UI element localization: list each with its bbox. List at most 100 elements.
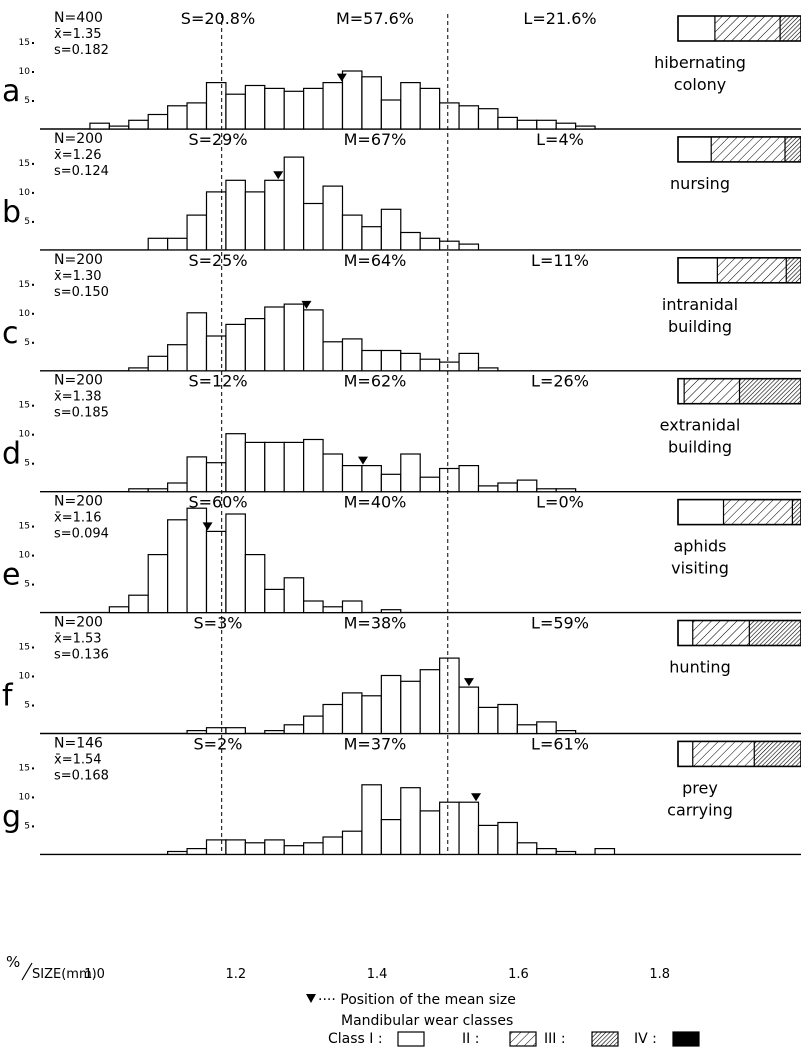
group-label: building <box>668 438 732 457</box>
sample-size: N=200 <box>54 494 103 510</box>
histogram-bar <box>264 839 285 856</box>
y-tick-label: 15 <box>19 401 30 411</box>
large-percent: L=11% <box>531 251 589 270</box>
histogram-bar <box>244 553 266 614</box>
histogram-bar <box>244 191 266 251</box>
wear-class-segment <box>792 499 801 525</box>
small-percent: S=20.8% <box>181 9 255 28</box>
histogram-bar <box>108 125 130 130</box>
histogram-bar <box>186 729 208 735</box>
histogram-bar <box>167 237 188 251</box>
x-tick-label: 1.4 <box>367 967 388 982</box>
histogram-bar <box>303 438 324 493</box>
y-tick-label: 5 <box>24 580 30 590</box>
y-tick-label: 15 <box>19 280 30 290</box>
panel-letter: g <box>2 799 21 834</box>
panel-letter: a <box>2 74 20 109</box>
y-tick-mark <box>32 646 34 649</box>
wear-class-segment <box>684 378 740 404</box>
histogram-bar <box>380 609 402 614</box>
large-percent: L=59% <box>531 614 589 633</box>
wear-class-segment <box>711 136 786 162</box>
sample-size: N=200 <box>54 252 103 268</box>
histogram-bar <box>477 706 499 735</box>
histogram-bar <box>225 513 246 614</box>
mean-marker <box>463 678 474 687</box>
small-percent: S=60% <box>188 493 247 512</box>
wear-class-segment <box>739 378 801 404</box>
y-tick-mark <box>32 525 34 528</box>
y-tick-mark <box>32 704 34 707</box>
histogram-bar <box>264 588 285 614</box>
histogram-bar <box>147 553 169 614</box>
histogram-bar <box>186 847 208 855</box>
small-percent: S=29% <box>188 130 247 149</box>
y-tick-mark <box>32 162 34 165</box>
legend-class-label: II : <box>462 1031 479 1047</box>
y-tick-mark <box>32 825 34 828</box>
histogram-bar <box>516 479 538 493</box>
y-tick-mark <box>32 554 34 557</box>
histogram-bar <box>303 202 324 251</box>
histogram-bar <box>283 577 305 614</box>
group-label: building <box>668 317 732 336</box>
group-label: hunting <box>669 658 730 677</box>
wear-class-segment <box>678 741 693 767</box>
histogram-bar <box>264 441 285 493</box>
legend: ···· Position of the mean size Mandibular… <box>306 992 700 1047</box>
histogram-bar <box>400 787 421 856</box>
histogram-bar <box>477 108 499 130</box>
y-tick-mark <box>32 220 34 223</box>
group-label: aphids <box>673 537 726 556</box>
histogram-bar <box>555 488 577 493</box>
histogram-bar <box>458 243 480 251</box>
histogram-bar <box>458 465 480 493</box>
wear-class-segment <box>692 620 750 646</box>
wear-class-box <box>677 136 801 163</box>
histogram-bar <box>128 119 149 130</box>
y-tick-label: 5 <box>24 338 30 348</box>
sd-value: s=0.136 <box>54 648 109 663</box>
histogram-bar <box>322 606 344 614</box>
group-label: prey <box>682 778 718 797</box>
histogram-bar <box>244 84 266 130</box>
histogram-bar <box>341 214 363 251</box>
large-percent: L=0% <box>536 493 584 512</box>
x-tick-label: 1.2 <box>225 967 246 982</box>
histogram-bar <box>536 721 557 735</box>
histogram-bar <box>516 842 538 855</box>
wear-class-segment <box>678 499 724 525</box>
y-tick-label: 10 <box>19 67 31 77</box>
x-axis-label: SIZE(mm) <box>32 967 97 982</box>
wear-class-box <box>677 15 801 42</box>
y-tick-mark <box>32 796 34 799</box>
histogram-bar <box>283 90 305 130</box>
mean-value: x̄=1.54 <box>54 752 102 767</box>
mean-value: x̄=1.16 <box>54 511 102 526</box>
legend-class-swatch <box>591 1031 619 1047</box>
y-tick-mark <box>32 675 34 678</box>
wear-class-segment <box>723 499 793 525</box>
x-tick-label: 1.8 <box>649 967 670 982</box>
mean-value: x̄=1.26 <box>54 148 102 163</box>
histogram-bar <box>439 467 460 493</box>
sample-size: N=200 <box>54 615 103 631</box>
group-label: intranidal <box>662 295 738 314</box>
mean-marker <box>202 522 213 531</box>
y-tick-mark <box>32 462 34 465</box>
large-percent: L=21.6% <box>523 9 596 28</box>
histogram-bar <box>477 367 499 372</box>
small-percent: S=12% <box>188 372 247 391</box>
histogram-bar <box>361 76 382 130</box>
histogram-bar <box>380 818 402 855</box>
y-tick-label: 5 <box>24 821 30 831</box>
histogram-bar <box>322 836 344 855</box>
y-tick-mark <box>32 341 34 344</box>
axis-slash <box>21 962 33 981</box>
mean-marker <box>357 456 368 465</box>
legend-class-label: III : <box>544 1031 566 1047</box>
